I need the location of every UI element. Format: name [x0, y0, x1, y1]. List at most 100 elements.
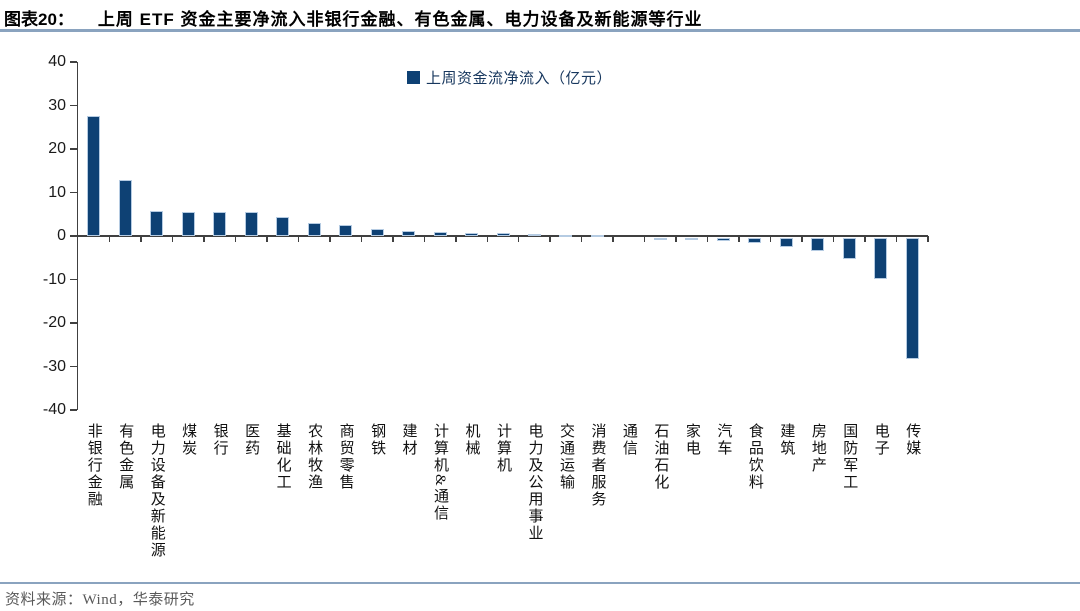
- y-axis-tick-label: 20: [48, 140, 66, 157]
- header-divider: [0, 29, 1080, 32]
- x-axis-tick: [140, 236, 142, 242]
- x-axis-tick: [329, 236, 331, 242]
- figure-number-label: 图表20：: [4, 10, 74, 29]
- y-axis-tick: [69, 322, 77, 324]
- x-axis-label: 汽车: [715, 423, 732, 457]
- chart-bar: [339, 225, 353, 236]
- x-axis-label: 农林牧渔: [306, 423, 323, 491]
- chart-bar: [496, 232, 510, 236]
- x-axis-label: 非银行金融: [85, 423, 102, 508]
- chart-bar: [244, 212, 258, 236]
- x-axis-tick: [108, 236, 111, 242]
- y-axis-tick-label: -30: [42, 357, 66, 375]
- chart-bar: [402, 230, 416, 236]
- x-axis-tick: [171, 236, 174, 242]
- x-axis-label: 电子: [872, 423, 889, 457]
- y-axis-tick-label: 30: [48, 96, 66, 114]
- chart-bar: [905, 237, 919, 360]
- figure-header: 图表20： 上周 ETF 资金主要净流入非银行金融、有色金属、电力设备及新能源等…: [4, 5, 1076, 30]
- x-axis-tick: [738, 236, 740, 242]
- y-axis-tick: [69, 61, 77, 63]
- x-axis-tick: [549, 236, 551, 242]
- y-axis-tick: [69, 148, 77, 150]
- chart-bar: [653, 237, 667, 240]
- x-axis-label: 消费者服务: [589, 423, 606, 508]
- y-axis-tick-label: -20: [42, 314, 66, 331]
- chart-bar: [433, 231, 447, 236]
- chart-bar: [685, 237, 699, 240]
- x-axis-tick: [927, 236, 929, 242]
- x-axis-tick: [203, 236, 205, 242]
- x-axis-tick: [801, 236, 803, 242]
- x-axis-label: 基础化工: [274, 423, 291, 491]
- x-axis-label: 交通运输: [557, 423, 574, 491]
- chart-bar: [716, 237, 730, 241]
- x-axis-label: 电力及公用事业: [526, 423, 543, 542]
- x-axis-label: 计算机&通信: [432, 423, 449, 522]
- x-axis-label: 医药: [243, 423, 260, 457]
- chart-bar: [118, 179, 132, 236]
- x-axis-tick: [895, 236, 898, 242]
- chart-bar: [779, 237, 793, 248]
- y-axis-tick: [69, 409, 77, 411]
- y-axis-tick-label: 40: [48, 53, 66, 70]
- y-axis-tick-label: -40: [42, 401, 66, 418]
- x-axis-tick: [297, 236, 300, 242]
- x-axis-tick: [706, 236, 709, 242]
- y-axis-tick: [69, 278, 77, 281]
- x-axis-tick: [360, 236, 363, 242]
- x-axis-label: 家电: [683, 423, 700, 457]
- chart-bar: [370, 228, 384, 236]
- chart-bar: [748, 237, 762, 243]
- x-axis-label: 房地产: [809, 423, 826, 474]
- x-axis-label: 煤炭: [180, 423, 197, 457]
- chart-bar: [465, 232, 479, 236]
- chart-bar: [213, 212, 227, 236]
- chart-bar: [527, 233, 541, 236]
- x-axis-tick: [486, 236, 488, 242]
- x-axis-tick: [675, 236, 677, 242]
- x-axis-tick: [864, 236, 866, 242]
- x-axis-label: 银行: [211, 423, 228, 457]
- x-axis-label: 食品饮料: [746, 423, 763, 491]
- x-axis-label: 传媒: [904, 423, 921, 457]
- footer-divider: [0, 582, 1080, 584]
- figure-title: 上周 ETF 资金主要净流入非银行金融、有色金属、电力设备及新能源等行业: [97, 10, 703, 29]
- plot-area: 40 30 20 10 0 -10 -20 -30 -40 非银行金融 有色金属 电力设备及新能源 煤炭…: [43, 53, 929, 559]
- x-axis-tick: [612, 236, 614, 242]
- x-axis-tick: [392, 236, 394, 242]
- x-axis-tick: [643, 236, 646, 242]
- chart-bar: [842, 237, 856, 260]
- x-axis-label: 建筑: [778, 423, 795, 457]
- x-axis-label: 电力设备及新能源: [148, 423, 165, 559]
- chart-bar: [559, 234, 573, 237]
- legend-label: 上周资金流净流入（亿元）: [426, 70, 613, 87]
- y-axis-tick-label: -10: [42, 270, 66, 288]
- source-note: 资料来源：Wind，华泰研究: [5, 592, 195, 608]
- x-axis-label: 石油石化: [652, 423, 669, 491]
- x-axis-label: 商贸零售: [337, 423, 354, 491]
- x-axis-label: 建材: [400, 423, 417, 457]
- legend-swatch-icon: [407, 71, 420, 84]
- chart-bar: [150, 211, 164, 236]
- x-axis-tick: [234, 236, 237, 242]
- x-axis-label: 通信: [620, 423, 637, 457]
- y-axis-tick: [69, 235, 77, 237]
- chart-bar: [87, 116, 101, 236]
- chart-bar: [276, 217, 290, 236]
- x-axis-label: 国防军工: [841, 423, 858, 491]
- x-axis-tick: [769, 236, 772, 242]
- x-axis-label: 钢铁: [369, 423, 386, 457]
- y-axis-tick: [69, 191, 77, 194]
- y-axis-tick-label: 10: [48, 183, 66, 201]
- x-axis-tick: [423, 236, 426, 242]
- x-axis-tick: [517, 236, 520, 242]
- chart-bar: [874, 237, 888, 280]
- x-axis-tick: [455, 236, 457, 242]
- x-axis-label: 有色金属: [117, 423, 134, 491]
- chart-bar: [811, 237, 825, 251]
- x-axis-label: 计算机: [495, 423, 511, 474]
- x-axis-label: 机械: [463, 423, 480, 457]
- x-axis-line: [76, 235, 928, 237]
